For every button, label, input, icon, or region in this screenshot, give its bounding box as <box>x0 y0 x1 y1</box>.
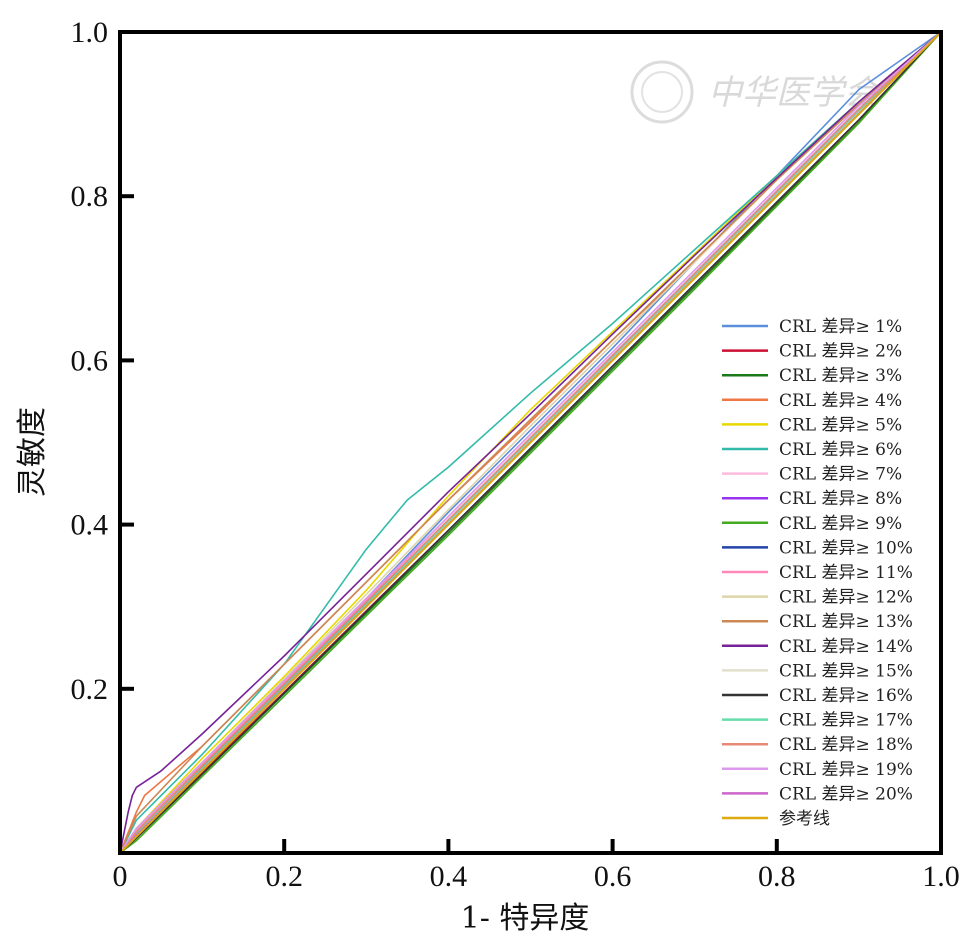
x-tick-label: 0.4 <box>430 860 468 893</box>
ticks-layer: 0 0.2 0.4 0.6 0.8 1.0 0.2 0.4 0.6 0.8 1.0 <box>71 16 960 893</box>
y-axis-title: 灵敏度 <box>15 407 50 497</box>
watermark-seal <box>630 60 694 124</box>
legend-label: CRL 差异≥ 18% <box>779 735 913 755</box>
x-axis-title: 1- 特异度 <box>461 901 590 936</box>
series-line-19 <box>119 31 942 854</box>
series-line-13 <box>119 31 942 854</box>
legend-label: CRL 差异≥ 10% <box>779 538 913 558</box>
legend-label: CRL 差异≥ 14% <box>779 637 913 657</box>
y-tick-label: 0.4 <box>71 509 109 542</box>
x-tick-label: 0.8 <box>758 860 796 893</box>
series-line-17 <box>119 31 942 854</box>
series-line-9 <box>119 31 942 854</box>
legend-label: CRL 差异≥ 4% <box>779 391 902 411</box>
legend-label: CRL 差异≥ 15% <box>779 661 913 681</box>
plot-frame <box>118 30 943 855</box>
series-line-18 <box>119 31 942 854</box>
watermark: 中华医学会 <box>630 60 882 124</box>
series-line-6 <box>119 31 942 854</box>
y-tick-label: 0.6 <box>71 344 109 377</box>
legend-label: CRL 差异≥ 2% <box>779 342 902 362</box>
x-tick-label: 0.6 <box>594 860 632 893</box>
legend-label: CRL 差异≥ 7% <box>779 465 902 485</box>
series-layer <box>119 31 942 854</box>
legend-label: CRL 差异≥ 3% <box>779 366 902 386</box>
legend-label: CRL 差异≥ 19% <box>779 760 913 780</box>
y-tick-label: 0.2 <box>71 673 109 706</box>
series-line-14 <box>119 31 942 854</box>
legend-label: CRL 差异≥ 17% <box>779 711 913 731</box>
legend: CRL 差异≥ 1% CRL 差异≥ 2% CRL 差异≥ 3% CRL 差异≥ 4%… <box>722 317 913 829</box>
legend-label: CRL 差异≥ 6% <box>779 440 902 460</box>
legend-label: CRL 差异≥ 1% <box>779 317 902 337</box>
series-line-21 <box>119 31 942 854</box>
legend-label: CRL 差异≥ 16% <box>779 686 913 706</box>
x-tick-label: 0.2 <box>265 860 303 893</box>
watermark-seal-inner <box>641 71 683 113</box>
legend-label: CRL 差异≥ 5% <box>779 415 902 435</box>
y-tick-label: 0.8 <box>71 180 109 213</box>
legend-label: CRL 差异≥ 20% <box>779 784 913 804</box>
legend-label: CRL 差异≥ 12% <box>779 588 913 608</box>
y-tick-label: 1.0 <box>71 16 109 49</box>
legend-label: CRL 差异≥ 8% <box>779 489 902 509</box>
series-line-16 <box>119 31 942 854</box>
legend-label: 参考线 <box>779 809 830 829</box>
legend-label: CRL 差异≥ 11% <box>779 563 913 583</box>
legend-label: CRL 差异≥ 13% <box>779 612 913 632</box>
x-tick-label: 1.0 <box>922 860 960 893</box>
x-tick-label: 0 <box>113 860 128 893</box>
legend-label: CRL 差异≥ 9% <box>779 514 902 534</box>
